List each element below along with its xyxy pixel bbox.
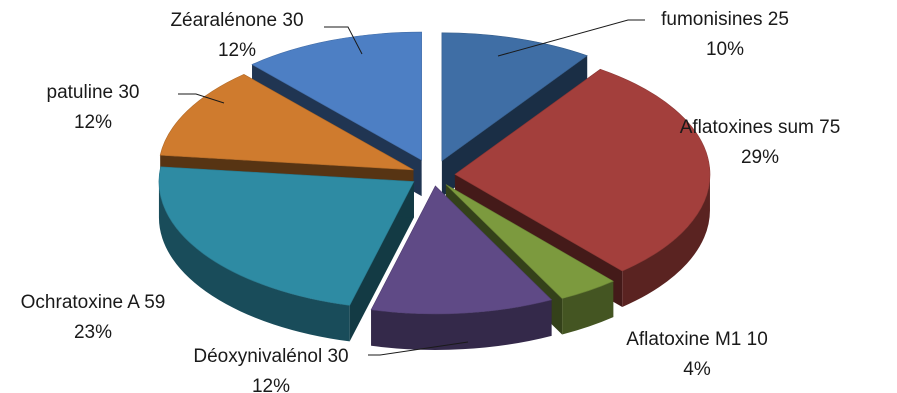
- label-percent-aflatoxine-m1: 4%: [683, 359, 711, 380]
- label-percent-aflatoxines-sum: 29%: [741, 147, 779, 168]
- leader-line: [497, 19, 645, 57]
- slice-d-oxynival-nol: [370, 185, 553, 315]
- label-percent-patuline: 12%: [74, 112, 112, 133]
- slice-side-aflatoxine-m1-0: [562, 281, 614, 335]
- label-name-ochratoxine-a: Ochratoxine A 59: [21, 292, 166, 313]
- slice-z-aral-none: [251, 31, 422, 161]
- label-name-fumonisines: fumonisines 25: [661, 9, 789, 30]
- label-percent-z-aral-none: 12%: [218, 40, 256, 61]
- label-aflatoxine-m1: Aflatoxine M1 10 4%: [626, 329, 768, 380]
- label-aflatoxines-sum: Aflatoxines sum 75 29%: [680, 117, 841, 168]
- label-patuline: patuline 30 12%: [47, 82, 140, 133]
- slice-side-d-oxynival-nol-0: [371, 299, 552, 350]
- leader-lines: [178, 19, 645, 356]
- slice-ochratoxine-a: [158, 166, 415, 306]
- slice-side-ochratoxine-a-0: [158, 181, 350, 342]
- label-d-oxynival-nol: Déoxynivalénol 30 12%: [193, 346, 348, 393]
- slice-side-aflatoxines-sum-0: [622, 174, 710, 307]
- slice-patuline: [159, 74, 414, 171]
- label-z-aral-none: Zéaralénone 30 12%: [170, 10, 303, 61]
- slice-labels: fumonisines 25 10%Aflatoxines sum 75 29%Af…: [21, 9, 841, 393]
- slice-aflatoxines-sum: [454, 68, 711, 272]
- leader-line: [324, 26, 363, 55]
- label-percent-fumonisines: 10%: [706, 39, 744, 60]
- pie-top-layer: [158, 31, 711, 315]
- label-percent-ochratoxine-a: 23%: [74, 322, 112, 343]
- label-name-aflatoxines-sum: Aflatoxines sum 75: [680, 117, 841, 138]
- label-name-aflatoxine-m1: Aflatoxine M1 10: [626, 329, 768, 350]
- label-name-z-aral-none: Zéaralénone 30: [170, 10, 303, 31]
- label-name-patuline: patuline 30: [47, 82, 140, 103]
- label-ochratoxine-a: Ochratoxine A 59 23%: [21, 292, 166, 343]
- slice-aflatoxine-m1: [445, 184, 614, 299]
- label-name-d-oxynival-nol: Déoxynivalénol 30: [193, 346, 348, 367]
- label-fumonisines: fumonisines 25 10%: [661, 9, 789, 60]
- leader-line: [178, 93, 225, 104]
- slice-wall-ochratoxine-a-0: [349, 181, 414, 342]
- label-percent-d-oxynival-nol: 12%: [252, 376, 290, 393]
- slice-fumonisines: [441, 32, 588, 162]
- leader-line: [368, 341, 469, 356]
